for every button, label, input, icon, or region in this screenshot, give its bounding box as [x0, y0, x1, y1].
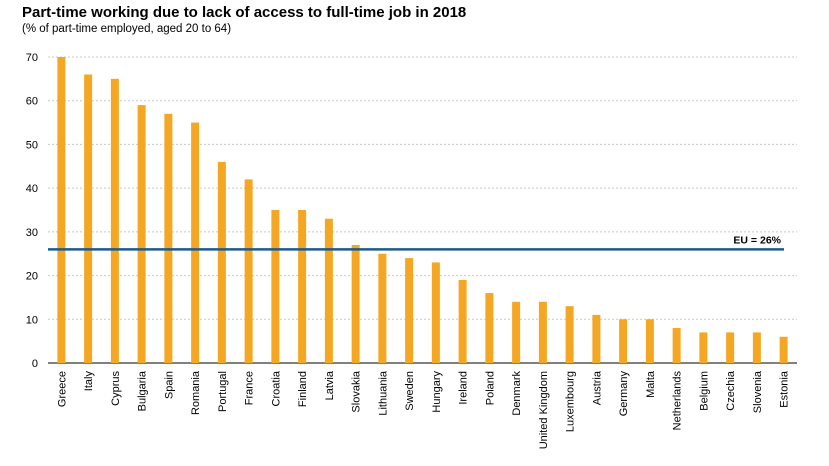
bar-czechia — [726, 332, 735, 363]
bar-cyprus — [110, 78, 119, 363]
x-tick-label: Croatia — [270, 370, 282, 406]
x-tick-label: Poland — [484, 371, 496, 405]
bar-ireland — [458, 279, 467, 363]
y-tick-label: 50 — [26, 139, 38, 151]
x-axis-labels: Greece Italy Cyprus Bulgaria Spain Romania Por… — [56, 370, 790, 449]
x-tick-label: Malta — [645, 370, 657, 398]
bar-malta — [645, 319, 654, 363]
x-tick-label: Austria — [591, 370, 603, 405]
y-tick-label: 0 — [32, 358, 38, 370]
chart-title: Part-time working due to lack of access … — [22, 4, 467, 21]
x-tick-label: Finland — [297, 371, 309, 407]
bar-bulgaria — [137, 105, 146, 363]
x-tick-label: Hungary — [431, 371, 443, 413]
x-tick-label: Bulgaria — [137, 370, 149, 411]
bar-austria — [592, 314, 601, 363]
bar-italy — [84, 74, 93, 363]
bar-latvia — [324, 218, 333, 363]
y-tick-label: 30 — [26, 227, 38, 239]
bar-luxembourg — [565, 306, 574, 363]
x-tick-label: Germany — [618, 371, 630, 417]
bar-finland — [298, 210, 307, 363]
eu-average-label: EU = 26% — [733, 234, 781, 246]
bars — [57, 57, 788, 363]
x-tick-label: Czechia — [725, 370, 737, 411]
bar-greece — [57, 57, 66, 363]
x-tick-label: Italy — [83, 371, 95, 392]
x-tick-label: Latvia — [324, 370, 336, 400]
x-tick-label: Cyprus — [110, 371, 122, 406]
bar-denmark — [512, 301, 521, 363]
y-tick-label: 70 — [26, 52, 38, 64]
y-tick-label: 10 — [26, 314, 38, 326]
x-tick-label: Belgium — [698, 371, 710, 411]
y-axis-ticks: 0 10 20 30 40 50 60 70 — [26, 52, 38, 370]
x-tick-label: Denmark — [511, 371, 523, 416]
bar-spain — [164, 113, 173, 363]
y-tick-label: 40 — [26, 183, 38, 195]
x-tick-label: Lithuania — [377, 370, 389, 416]
bar-france — [244, 179, 253, 363]
bar-romania — [191, 122, 200, 363]
bar-sweden — [405, 258, 414, 363]
bar-united-kingdom — [538, 301, 547, 363]
x-tick-label: Slovenia — [752, 370, 764, 413]
x-tick-label: Slovakia — [351, 370, 363, 412]
bar-belgium — [699, 332, 708, 363]
x-tick-label: Luxembourg — [565, 371, 577, 432]
bar-slovakia — [351, 244, 360, 363]
x-tick-label: United Kingdom — [538, 371, 550, 449]
chart-subtitle: (% of part-time employed, aged 20 to 64) — [22, 23, 232, 35]
x-tick-label: Romania — [190, 370, 202, 415]
x-tick-label: Ireland — [458, 371, 470, 405]
x-tick-label: Spain — [163, 371, 175, 399]
bar-slovenia — [752, 332, 761, 363]
x-tick-label: Estonia — [779, 370, 791, 408]
bar-croatia — [271, 210, 280, 363]
bar-lithuania — [378, 253, 387, 363]
x-tick-label: Netherlands — [672, 371, 684, 431]
bar-hungary — [431, 262, 440, 363]
bar-germany — [619, 319, 628, 363]
x-tick-label: Portugal — [217, 371, 229, 412]
x-tick-label: France — [244, 371, 256, 405]
bar-poland — [485, 293, 494, 363]
bar-estonia — [779, 336, 788, 363]
bar-portugal — [217, 161, 226, 363]
eu-reference: EU = 26% — [48, 234, 784, 251]
bar-netherlands — [672, 328, 681, 363]
y-tick-label: 60 — [26, 96, 38, 108]
x-tick-label: Sweden — [404, 371, 416, 411]
x-tick-label: Greece — [56, 371, 68, 407]
gridlines — [48, 56, 797, 364]
y-tick-label: 20 — [26, 271, 38, 283]
